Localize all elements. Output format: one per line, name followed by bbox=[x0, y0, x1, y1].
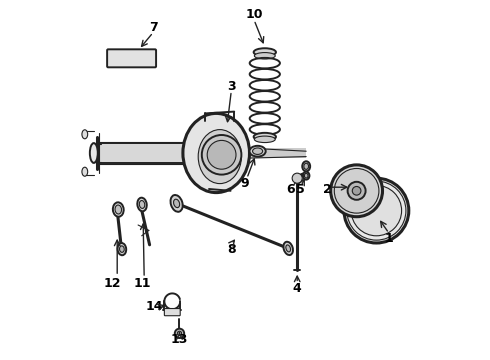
Circle shape bbox=[334, 168, 379, 213]
FancyBboxPatch shape bbox=[107, 49, 156, 67]
Ellipse shape bbox=[304, 174, 308, 178]
Ellipse shape bbox=[118, 243, 126, 255]
Ellipse shape bbox=[82, 167, 88, 176]
Ellipse shape bbox=[198, 130, 242, 184]
Bar bbox=[238, 148, 306, 158]
Circle shape bbox=[351, 185, 402, 236]
Ellipse shape bbox=[173, 199, 180, 208]
Circle shape bbox=[202, 135, 242, 175]
Ellipse shape bbox=[171, 195, 183, 212]
Ellipse shape bbox=[286, 245, 291, 252]
Ellipse shape bbox=[252, 148, 263, 154]
Ellipse shape bbox=[249, 146, 266, 157]
Ellipse shape bbox=[254, 48, 276, 56]
Circle shape bbox=[331, 165, 383, 217]
Text: 8: 8 bbox=[227, 243, 236, 256]
Ellipse shape bbox=[254, 136, 275, 143]
Ellipse shape bbox=[304, 163, 309, 170]
Text: 1: 1 bbox=[385, 232, 393, 245]
Ellipse shape bbox=[120, 246, 124, 252]
Bar bbox=[98, 143, 202, 163]
Ellipse shape bbox=[283, 242, 293, 255]
Ellipse shape bbox=[183, 113, 249, 193]
Circle shape bbox=[344, 178, 409, 243]
Text: 7: 7 bbox=[149, 21, 158, 33]
Text: 3: 3 bbox=[227, 80, 236, 93]
Circle shape bbox=[292, 173, 302, 183]
Circle shape bbox=[347, 181, 406, 240]
Ellipse shape bbox=[254, 133, 276, 141]
Ellipse shape bbox=[115, 205, 122, 214]
Ellipse shape bbox=[82, 130, 88, 139]
FancyBboxPatch shape bbox=[164, 309, 180, 316]
Ellipse shape bbox=[302, 161, 310, 171]
Text: 9: 9 bbox=[241, 177, 249, 190]
Text: 12: 12 bbox=[104, 277, 121, 290]
Circle shape bbox=[347, 182, 366, 200]
Text: 11: 11 bbox=[134, 277, 151, 290]
Circle shape bbox=[207, 140, 236, 169]
Ellipse shape bbox=[139, 201, 145, 208]
Ellipse shape bbox=[113, 202, 123, 217]
Circle shape bbox=[352, 186, 361, 195]
Text: 6: 6 bbox=[287, 183, 295, 195]
Ellipse shape bbox=[303, 172, 310, 180]
Text: 10: 10 bbox=[245, 8, 263, 21]
Circle shape bbox=[114, 55, 122, 62]
Circle shape bbox=[177, 331, 182, 336]
Ellipse shape bbox=[254, 53, 275, 59]
Text: 14: 14 bbox=[146, 300, 163, 313]
Text: 5: 5 bbox=[296, 183, 305, 195]
Circle shape bbox=[111, 52, 124, 65]
Circle shape bbox=[175, 329, 184, 338]
Text: 4: 4 bbox=[293, 282, 301, 295]
Ellipse shape bbox=[137, 198, 147, 211]
Text: 2: 2 bbox=[323, 183, 332, 195]
Ellipse shape bbox=[90, 143, 98, 163]
Text: 13: 13 bbox=[171, 333, 188, 346]
